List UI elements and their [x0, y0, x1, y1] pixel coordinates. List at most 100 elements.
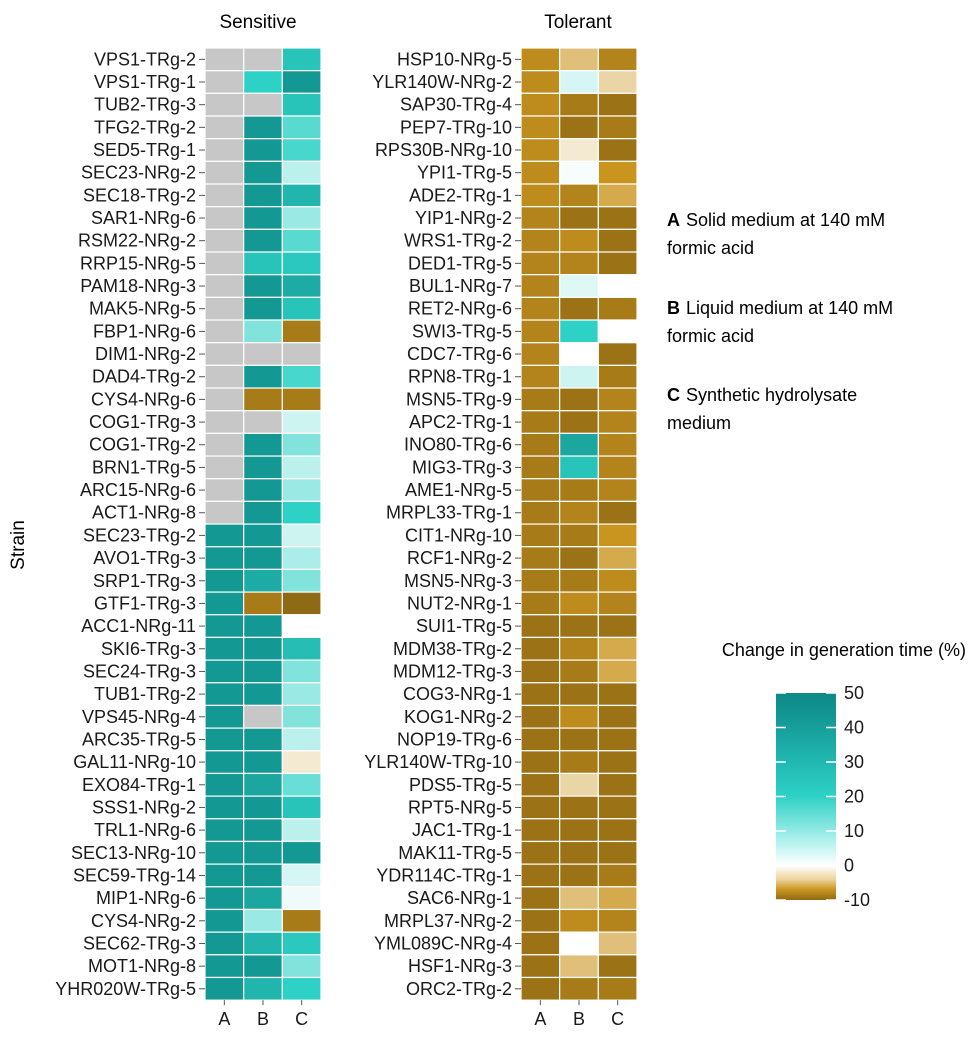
heatmap-cell [597, 47, 638, 72]
heatmap-cell [204, 228, 245, 253]
heatmap-cell [243, 727, 283, 752]
heatmap-cell [520, 704, 561, 729]
sensitive-title: Sensitive [219, 12, 296, 33]
heatmap-cell [243, 455, 283, 480]
heatmap-cell [597, 886, 638, 911]
heatmap-cell [281, 840, 322, 865]
heatmap-cell [520, 319, 561, 344]
legend-tick-label: 30 [844, 752, 864, 772]
description-c-text: Synthetic hydrolysate [686, 385, 857, 405]
heatmap-cell [520, 432, 561, 457]
strain-label: RPN8-TRg-1 [408, 367, 512, 387]
heatmap-cell [597, 410, 638, 434]
strain-label: TFG2-TRg-2 [94, 117, 196, 137]
strain-label: NOP19-TRg-6 [397, 729, 512, 749]
heatmap-cell [243, 342, 283, 366]
strain-label: MRPL33-TRg-1 [386, 503, 512, 523]
heatmap-cell [520, 546, 561, 571]
heatmap-cell [520, 954, 561, 979]
strain-label: JAC1-TRg-1 [412, 820, 512, 840]
legend-tick-label: 50 [844, 683, 864, 703]
heatmap-cell [520, 251, 561, 276]
strain-label: ORC2-TRg-2 [406, 979, 512, 999]
heatmap-cell [559, 886, 599, 911]
heatmap-cell [281, 727, 322, 752]
heatmap-cell [520, 659, 561, 684]
heatmap-cell [243, 682, 283, 707]
strain-label: TUB2-TRg-3 [94, 95, 196, 115]
color-legend: Change in generation time (%) 50 40 30 20 10… [722, 640, 966, 910]
heatmap-cell [559, 455, 599, 480]
column-label: A [218, 1009, 230, 1029]
heatmap-cell [597, 387, 638, 412]
heatmap-cell [597, 954, 638, 979]
strain-label: MIG3-TRg-3 [412, 457, 512, 477]
heatmap-cell [281, 296, 322, 321]
heatmap-cell [597, 704, 638, 729]
heatmap-cell [597, 863, 638, 888]
column-label: C [611, 1009, 624, 1029]
heatmap-cell [243, 296, 283, 321]
heatmap-cell [204, 364, 245, 389]
heatmap-cell [281, 342, 322, 366]
heatmap-cell [204, 206, 245, 230]
strain-label: ARC35-TRg-5 [82, 729, 196, 749]
heatmap-cell [520, 455, 561, 480]
heatmap-cell [559, 432, 599, 457]
column-label: C [295, 1009, 308, 1029]
heatmap-cell [559, 47, 599, 72]
heatmap-cell [204, 296, 245, 321]
heatmap-cell [559, 274, 599, 298]
strain-label: SAR1-NRg-6 [91, 208, 196, 228]
heatmap-cell [243, 70, 283, 94]
strain-label: VPS1-TRg-2 [94, 49, 196, 69]
heatmap-cell [559, 183, 599, 208]
strain-label: YLR140W-NRg-2 [372, 72, 512, 92]
legend-tick-label: 0 [844, 856, 854, 876]
heatmap-cell [559, 954, 599, 979]
strain-label: DED1-TRg-5 [408, 253, 512, 273]
strain-label: BUL1-NRg-7 [409, 276, 512, 296]
heatmap-cell [559, 704, 599, 729]
heatmap-cell [520, 138, 561, 162]
strain-label: DAD4-TRg-2 [92, 367, 196, 387]
heatmap-cell [597, 682, 638, 707]
heatmap-cell [243, 432, 283, 457]
sensitive-heatmap: Sensitive VPS1-TRg-2 VPS1-TRg-1 TUB2-TRg-3… [55, 12, 322, 1029]
strain-label: CIT1-NRg-10 [405, 525, 512, 545]
description-a-line2: formic acid [667, 238, 754, 258]
heatmap-cell [204, 659, 245, 684]
strain-label: APC2-TRg-1 [409, 412, 512, 432]
heatmap-cell [520, 410, 561, 434]
heatmap-cell [243, 478, 283, 503]
heatmap-cell [281, 886, 322, 911]
heatmap-cell [204, 704, 245, 729]
heatmap-cell [520, 47, 561, 72]
strain-label: SEC24-TRg-3 [83, 661, 196, 681]
description-c-line2: medium [667, 413, 731, 433]
heatmap-cell [204, 70, 245, 94]
heatmap-cell [559, 342, 599, 366]
strain-label: SRP1-TRg-3 [93, 571, 196, 591]
heatmap-cell [559, 319, 599, 344]
heatmap-cell [204, 886, 245, 911]
heatmap-cell [559, 92, 599, 117]
strain-label: NUT2-NRg-1 [407, 593, 512, 613]
strain-label: SEC18-TRg-2 [83, 185, 196, 205]
heatmap-cell [597, 274, 638, 298]
heatmap-cell [204, 682, 245, 707]
heatmap-cell [597, 251, 638, 276]
strain-label: DIM1-NRg-2 [95, 344, 196, 364]
strain-label: RET2-NRg-6 [408, 299, 512, 319]
strain-label: HSF1-NRg-3 [408, 956, 512, 976]
heatmap-cell [597, 908, 638, 933]
heatmap-cell [281, 659, 322, 684]
strain-label: ADE2-TRg-1 [409, 185, 512, 205]
heatmap-cell [243, 568, 283, 593]
heatmap-cell [281, 47, 322, 72]
heatmap-cell [243, 274, 283, 298]
heatmap-cell [597, 319, 638, 344]
heatmap-cell [559, 840, 599, 865]
heatmap-cell [597, 364, 638, 389]
heatmap-cell [559, 795, 599, 820]
